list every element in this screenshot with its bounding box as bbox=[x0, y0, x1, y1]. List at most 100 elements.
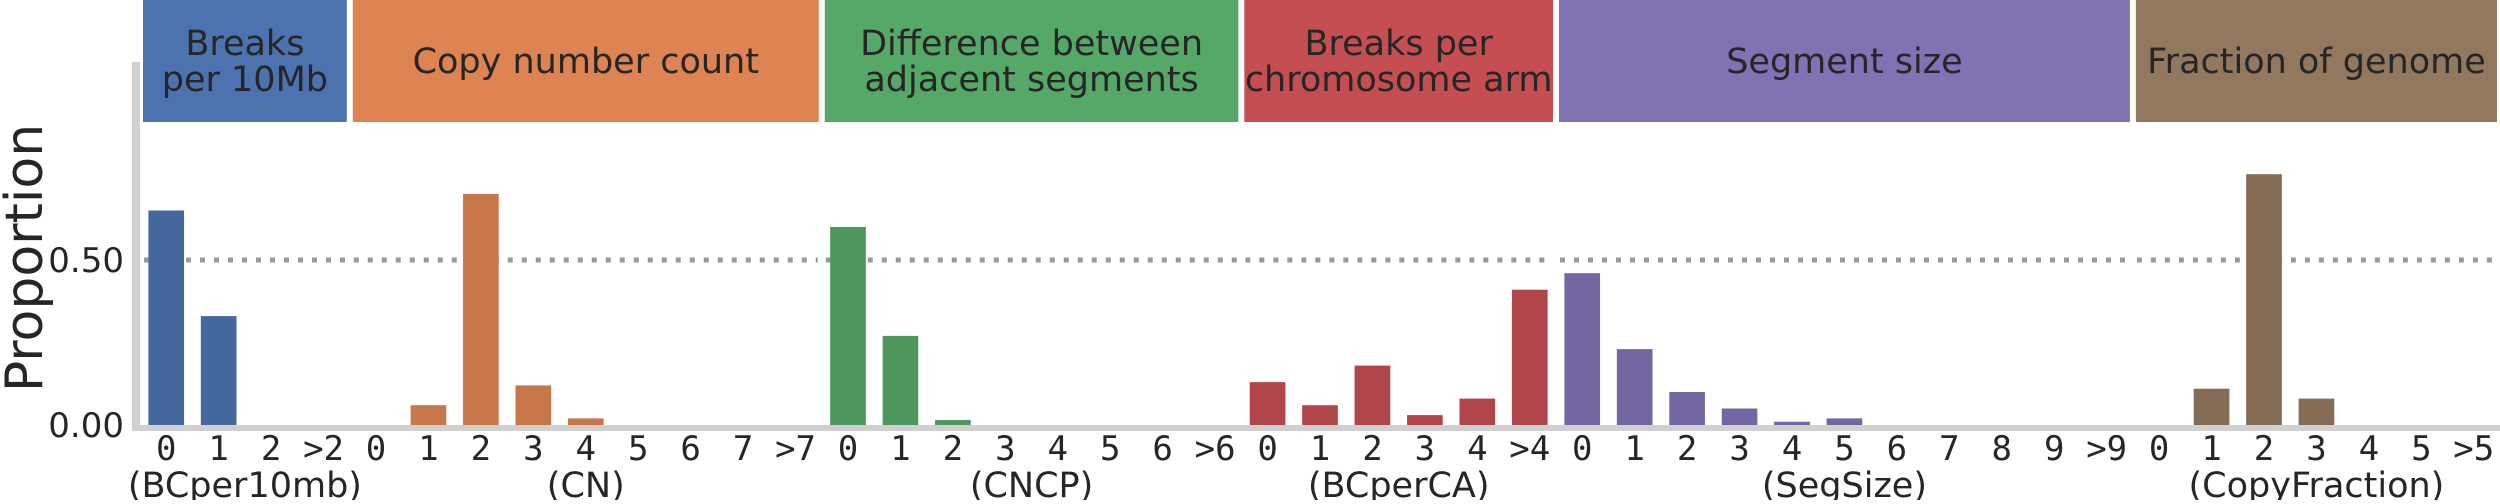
x-tick-label: 1 bbox=[208, 429, 228, 469]
bar bbox=[1721, 408, 1758, 425]
bar bbox=[1302, 405, 1338, 425]
bar bbox=[200, 316, 237, 425]
x-tick-label: 1 bbox=[418, 429, 438, 469]
panel-header-label: chromosome arm bbox=[1245, 60, 1553, 100]
bar bbox=[1249, 382, 1286, 425]
x-tick-label: 2 bbox=[261, 429, 281, 469]
x-tick-label: 4 bbox=[1782, 429, 1802, 469]
x-tick-label: 4 bbox=[576, 429, 596, 469]
panel-header-box bbox=[1559, 0, 2130, 122]
x-tick-label: 5 bbox=[2411, 429, 2431, 469]
bar bbox=[567, 418, 604, 425]
panel-2: Copy number count 0 1 2 3 4 5 6 7 >7 (CN) bbox=[352, 0, 819, 504]
x-tick-label: >5 bbox=[2453, 429, 2494, 469]
x-tick-label: >9 bbox=[2086, 429, 2127, 469]
x-tick-label: 1 bbox=[2201, 429, 2221, 469]
x-tick-label: 3 bbox=[1729, 429, 1749, 469]
bar bbox=[935, 420, 971, 425]
x-tick-label: 1 bbox=[890, 429, 910, 469]
x-tick-label: 0 bbox=[1257, 429, 1277, 469]
bar bbox=[1564, 273, 1601, 425]
panel-header-label: Breaks per bbox=[1304, 24, 1493, 64]
y-axis-line bbox=[132, 62, 140, 429]
y-axis-ticks: 0.00 0.50 bbox=[48, 241, 124, 446]
bar bbox=[1669, 392, 1705, 425]
panel-group-label: (CopyFraction) bbox=[2189, 466, 2445, 500]
x-tick-label: 6 bbox=[1152, 429, 1172, 469]
x-tick-label: 2 bbox=[1362, 429, 1382, 469]
x-tick-label: >6 bbox=[1195, 429, 1236, 469]
x-tick-label: 2 bbox=[1677, 429, 1697, 469]
x-tick-label: 2 bbox=[2254, 429, 2274, 469]
bar bbox=[148, 210, 185, 425]
bar bbox=[1354, 365, 1391, 425]
x-tick-label: 0 bbox=[156, 429, 176, 469]
x-tick-label: 3 bbox=[995, 429, 1015, 469]
panel-header-label: Difference between bbox=[860, 24, 1203, 64]
x-tick-label: 6 bbox=[1887, 429, 1907, 469]
x-tick-label: 1 bbox=[1624, 429, 1644, 469]
x-tick-label: 7 bbox=[1939, 429, 1959, 469]
x-tick-label: 5 bbox=[1834, 429, 1854, 469]
panel-5: Segment size 0 1 2 3 4 5 6 7 8 9 >9 (SegSize) bbox=[1559, 0, 2130, 504]
x-tick-label: 0 bbox=[1572, 429, 1592, 469]
bar bbox=[2193, 388, 2230, 425]
panel-header-label: Fraction of genome bbox=[2147, 42, 2486, 82]
x-tick-label: 0 bbox=[838, 429, 858, 469]
panel-header-box bbox=[143, 0, 347, 122]
panel-group-label: (CNCP) bbox=[970, 466, 1093, 500]
x-tick-label: 0 bbox=[366, 429, 386, 469]
panel-group-label: (CN) bbox=[547, 466, 625, 500]
y-axis-label: Proportion bbox=[0, 124, 55, 392]
x-tick-label: 4 bbox=[1048, 429, 1068, 469]
x-tick-label: >2 bbox=[303, 429, 344, 469]
bar bbox=[1511, 289, 1548, 425]
panel-header-label: Breaks bbox=[185, 24, 304, 64]
bar bbox=[1459, 398, 1496, 425]
x-tick-label: 2 bbox=[943, 429, 963, 469]
bar bbox=[515, 385, 552, 425]
x-tick-label: 6 bbox=[680, 429, 700, 469]
x-tick-label: 2 bbox=[471, 429, 491, 469]
panel-header-label: Segment size bbox=[1726, 42, 1963, 82]
bar bbox=[1826, 418, 1863, 425]
bar bbox=[2298, 398, 2335, 425]
x-tick-label: 8 bbox=[1992, 429, 2012, 469]
x-tick-label: 3 bbox=[523, 429, 543, 469]
x-tick-label: 0 bbox=[2149, 429, 2169, 469]
x-tick-label: 9 bbox=[2044, 429, 2064, 469]
panel-group-label: (BCperCA) bbox=[1308, 466, 1490, 500]
bar bbox=[882, 335, 919, 425]
bar bbox=[830, 227, 866, 425]
panel-header-label: adjacent segments bbox=[864, 60, 1198, 100]
panel-6: Fraction of genome 0 1 2 3 4 5 >5(CopyFraction) bbox=[2135, 0, 2497, 504]
panel-header-label: Copy number count bbox=[413, 42, 759, 82]
panel-header-box bbox=[1244, 0, 1553, 122]
bar bbox=[463, 194, 499, 425]
x-tick-label: >7 bbox=[775, 429, 816, 469]
panel-header-box bbox=[824, 0, 1239, 122]
x-axis-line bbox=[132, 425, 2500, 431]
bar bbox=[1616, 349, 1653, 425]
x-tick-label: 3 bbox=[1415, 429, 1435, 469]
panel-group-label: (BCper10mb) bbox=[128, 466, 362, 500]
bar bbox=[410, 405, 447, 425]
x-tick-label: 5 bbox=[1100, 429, 1120, 469]
x-tick-label: >4 bbox=[1509, 429, 1550, 469]
bar bbox=[1407, 415, 1443, 425]
y-tick-label: 0.50 bbox=[48, 241, 124, 281]
x-tick-label: 1 bbox=[1310, 429, 1330, 469]
x-tick-label: 4 bbox=[2359, 429, 2379, 469]
x-tick-label: 4 bbox=[1467, 429, 1487, 469]
y-tick-label: 0.00 bbox=[48, 406, 124, 446]
x-tick-label: 7 bbox=[733, 429, 753, 469]
panel-group-label: (SegSize) bbox=[1762, 466, 1927, 500]
x-tick-label: 5 bbox=[628, 429, 648, 469]
x-tick-label: 3 bbox=[2306, 429, 2326, 469]
panel-header-label: per 10Mb bbox=[162, 60, 328, 100]
